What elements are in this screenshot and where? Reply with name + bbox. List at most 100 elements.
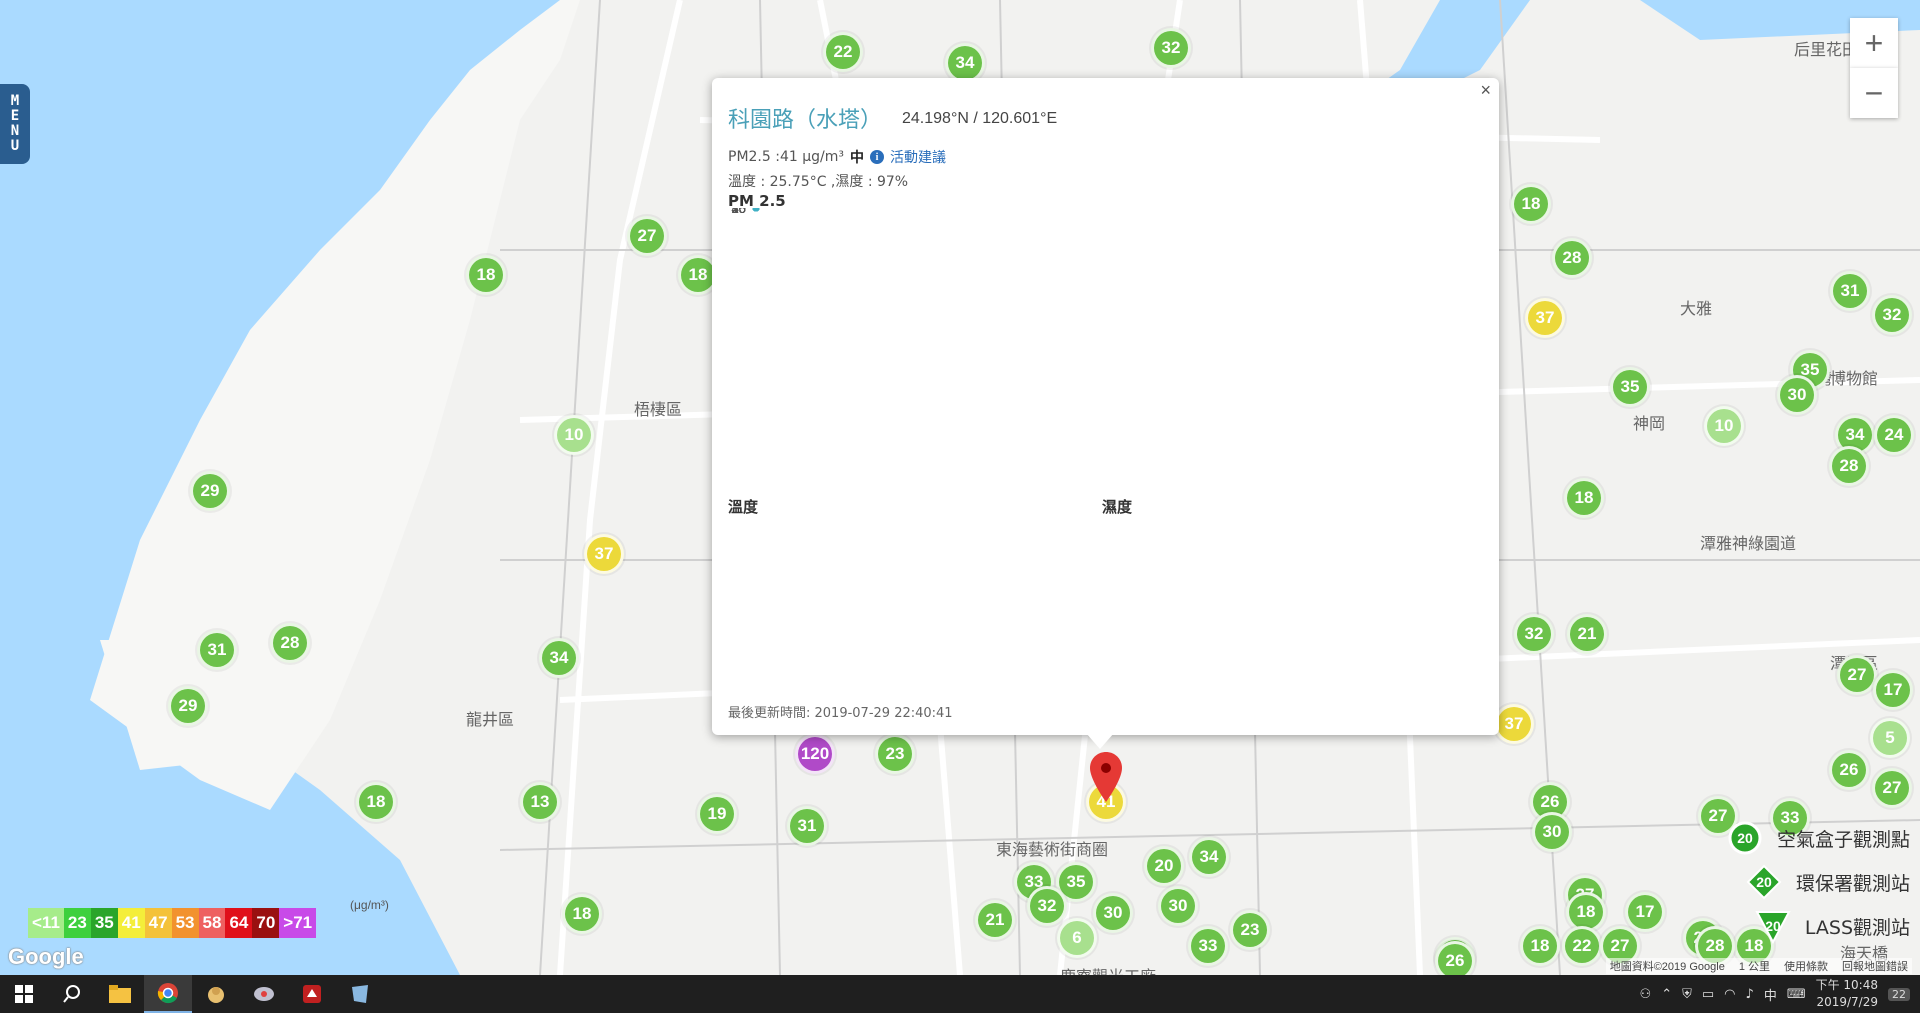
popup-close-button[interactable]: ×: [1480, 80, 1491, 100]
ime-indicator[interactable]: 中: [1763, 988, 1777, 1004]
station-marker[interactable]: 37: [584, 534, 624, 574]
map-place-label: 大雅: [1680, 301, 1713, 318]
station-marker[interactable]: 31: [197, 630, 237, 670]
station-marker[interactable]: 10: [554, 415, 594, 455]
station-marker[interactable]: 23: [875, 734, 915, 774]
menu-tab[interactable]: M E N U: [0, 84, 30, 164]
station-marker[interactable]: 10: [1704, 406, 1744, 446]
location-pin-icon[interactable]: [1090, 752, 1122, 802]
app-button-4[interactable]: [336, 975, 384, 1013]
station-marker[interactable]: 37: [1525, 298, 1565, 338]
station-marker[interactable]: 30: [1093, 893, 1133, 933]
station-marker[interactable]: 35: [1610, 367, 1650, 407]
y-tick-label: 10: [732, 208, 746, 216]
search-button[interactable]: [48, 975, 96, 1013]
station-marker[interactable]: 30: [1532, 812, 1572, 852]
station-marker[interactable]: 18: [1564, 478, 1604, 518]
menu-letter: M: [10, 93, 20, 109]
station-marker[interactable]: 23: [1230, 910, 1270, 950]
station-marker[interactable]: 34: [945, 43, 985, 83]
station-marker[interactable]: 24: [1874, 415, 1914, 455]
app-icon: [208, 987, 224, 1003]
file-explorer-button[interactable]: [96, 975, 144, 1013]
terms-link[interactable]: 使用條款: [1784, 961, 1828, 973]
station-marker[interactable]: 18: [466, 255, 506, 295]
security-icon[interactable]: ⛨: [1682, 986, 1692, 1002]
station-marker[interactable]: 22: [1562, 926, 1602, 966]
wifi-icon[interactable]: ◠: [1724, 986, 1736, 1002]
battery-icon[interactable]: ▭: [1701, 986, 1715, 1002]
station-marker[interactable]: 20: [1144, 846, 1184, 886]
station-marker[interactable]: 30: [1158, 886, 1198, 926]
station-marker[interactable]: 29: [168, 686, 208, 726]
station-marker[interactable]: 26: [1829, 750, 1869, 790]
search-icon: [63, 985, 80, 1003]
station-marker[interactable]: 120: [795, 734, 835, 774]
station-marker[interactable]: 32: [1027, 886, 1067, 926]
legend-swatch: 64: [225, 908, 253, 938]
station-marker[interactable]: 6: [1057, 918, 1097, 958]
start-button[interactable]: [0, 975, 48, 1013]
station-marker[interactable]: 26: [1435, 941, 1475, 975]
zoom-in-button[interactable]: +: [1850, 18, 1898, 68]
station-marker[interactable]: 21: [975, 900, 1015, 940]
volume-icon[interactable]: ♪: [1745, 986, 1754, 1002]
station-marker[interactable]: 27: [1837, 655, 1877, 695]
people-icon[interactable]: ⚇: [1639, 986, 1652, 1002]
station-marker[interactable]: 34: [1189, 837, 1229, 877]
activity-advice-link[interactable]: 活動建議: [889, 150, 946, 166]
station-marker[interactable]: 34: [539, 638, 579, 678]
legend-swatch: >71: [279, 908, 317, 938]
station-marker[interactable]: 33: [1770, 798, 1810, 838]
y-tick-label: 35: [732, 208, 746, 216]
station-marker[interactable]: 21: [1567, 614, 1607, 654]
station-marker[interactable]: 18: [562, 894, 602, 934]
station-marker[interactable]: 37: [1494, 704, 1534, 744]
keyboard-icon[interactable]: ⌨: [1786, 986, 1806, 1002]
pm-color-legend: <11 23 35 41 47 53 58 64 70 >71: [28, 908, 317, 938]
app-button-3[interactable]: [288, 975, 336, 1013]
chrome-button[interactable]: [144, 975, 192, 1013]
station-marker[interactable]: 28: [1829, 446, 1869, 486]
clock[interactable]: 下午 10:48 2019/7/29: [1816, 977, 1878, 1011]
zoom-out-button[interactable]: −: [1850, 68, 1898, 118]
station-marker[interactable]: 30: [1777, 375, 1817, 415]
info-icon: i: [869, 150, 884, 164]
station-marker[interactable]: 17: [1873, 670, 1913, 710]
station-marker[interactable]: 18: [678, 255, 718, 295]
station-marker[interactable]: 28: [1552, 238, 1592, 278]
app-button-1[interactable]: [192, 975, 240, 1013]
station-marker[interactable]: 27: [1872, 768, 1912, 808]
station-marker[interactable]: 27: [1698, 796, 1738, 836]
station-type-item: 20 環保署觀測站: [1746, 864, 1910, 900]
station-marker[interactable]: 32: [1151, 28, 1191, 68]
station-type-item: 20 LASS觀測站: [1755, 908, 1910, 944]
station-marker[interactable]: 32: [1514, 614, 1554, 654]
station-marker[interactable]: 18: [356, 782, 396, 822]
humidity-chart-title: 濕度: [1102, 498, 1133, 516]
chevron-up-icon[interactable]: ⌃: [1661, 986, 1673, 1002]
station-coords: 24.198°N / 120.601°E: [902, 110, 1058, 127]
station-marker[interactable]: 34: [1835, 415, 1875, 455]
station-marker[interactable]: 18: [1511, 184, 1551, 224]
app-button-2[interactable]: [240, 975, 288, 1013]
station-marker[interactable]: 33: [1188, 926, 1228, 966]
station-marker[interactable]: 31: [787, 806, 827, 846]
report-error-link[interactable]: 回報地圖錯誤: [1842, 961, 1908, 973]
station-marker[interactable]: 17: [1625, 892, 1665, 932]
station-marker[interactable]: 19: [697, 794, 737, 834]
legend-swatch: 41: [117, 908, 145, 938]
station-marker[interactable]: 5: [1870, 718, 1910, 758]
station-marker[interactable]: 28: [270, 623, 310, 663]
station-marker[interactable]: 22: [823, 32, 863, 72]
notification-icon[interactable]: 22: [1888, 987, 1910, 1001]
station-marker[interactable]: 13: [520, 782, 560, 822]
folder-icon: [109, 985, 131, 1003]
y-tick-label: 40: [732, 208, 746, 216]
station-marker[interactable]: 32: [1872, 295, 1912, 335]
station-marker[interactable]: 29: [190, 471, 230, 511]
station-marker[interactable]: 27: [627, 216, 667, 256]
station-marker[interactable]: 31: [1830, 271, 1870, 311]
station-marker[interactable]: 18: [1520, 926, 1560, 966]
temp-chart: [712, 516, 1102, 686]
